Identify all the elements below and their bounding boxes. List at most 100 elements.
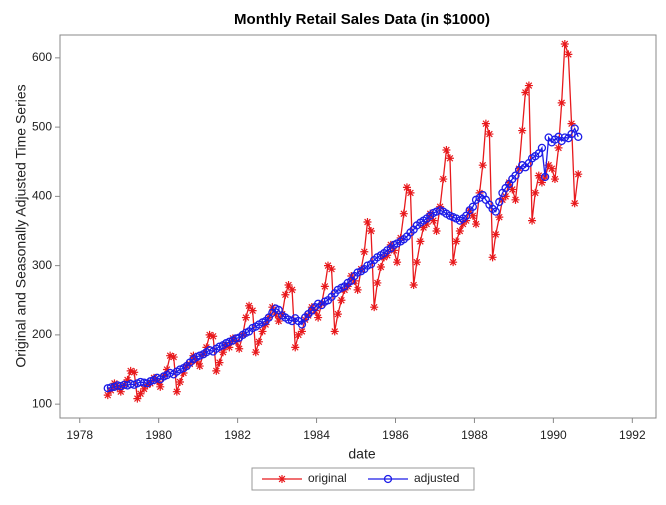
marker xyxy=(130,368,139,377)
marker xyxy=(521,88,530,97)
marker xyxy=(360,247,369,256)
marker xyxy=(373,278,382,287)
chart-title: Monthly Retail Sales Data (in $1000) xyxy=(234,11,490,28)
marker xyxy=(570,124,579,133)
marker xyxy=(205,330,214,339)
marker xyxy=(547,164,556,173)
x-tick-label: 1978 xyxy=(66,428,93,442)
x-axis-label: date xyxy=(348,446,375,462)
marker xyxy=(445,154,454,163)
marker xyxy=(554,143,563,152)
marker xyxy=(123,375,132,384)
marker xyxy=(288,285,297,294)
marker xyxy=(103,391,112,400)
marker xyxy=(495,197,504,207)
marker xyxy=(439,175,448,184)
marker xyxy=(491,207,500,216)
x-tick-label: 1992 xyxy=(619,428,646,442)
marker xyxy=(518,126,527,135)
marker xyxy=(537,178,546,187)
marker xyxy=(301,315,310,324)
marker xyxy=(468,211,477,220)
marker xyxy=(126,366,135,375)
marker xyxy=(140,384,149,393)
marker xyxy=(251,348,260,357)
marker xyxy=(314,313,323,322)
y-tick-label: 200 xyxy=(32,327,52,341)
marker xyxy=(297,327,306,336)
marker xyxy=(330,327,339,336)
marker xyxy=(241,313,250,322)
marker xyxy=(458,220,467,229)
marker xyxy=(245,301,254,310)
marker xyxy=(534,171,543,180)
plot-frame xyxy=(59,34,657,419)
marker xyxy=(524,81,533,90)
y-tick-label: 100 xyxy=(32,396,52,410)
marker xyxy=(557,98,566,107)
marker xyxy=(281,290,290,299)
marker xyxy=(574,132,583,141)
marker xyxy=(353,285,362,294)
marker xyxy=(274,317,283,326)
marker xyxy=(219,348,228,357)
marker xyxy=(156,382,165,391)
marker xyxy=(333,310,342,319)
marker xyxy=(505,178,514,187)
marker xyxy=(429,216,438,225)
marker xyxy=(472,220,481,229)
marker xyxy=(574,170,583,179)
marker xyxy=(297,320,307,329)
marker xyxy=(488,253,497,262)
marker xyxy=(175,377,184,386)
marker xyxy=(419,223,428,232)
marker xyxy=(442,145,451,154)
marker xyxy=(212,366,221,375)
marker xyxy=(254,337,263,346)
marker xyxy=(452,237,461,246)
marker xyxy=(567,119,576,128)
marker xyxy=(179,368,188,377)
marker xyxy=(515,164,524,173)
marker xyxy=(248,306,257,315)
marker xyxy=(172,387,181,396)
marker xyxy=(162,365,171,374)
marker xyxy=(136,389,145,398)
marker xyxy=(495,213,504,222)
marker xyxy=(564,50,573,59)
marker xyxy=(337,296,346,305)
marker xyxy=(116,387,125,396)
marker xyxy=(324,261,333,270)
y-tick-label: 300 xyxy=(32,258,52,272)
marker xyxy=(202,343,211,352)
marker xyxy=(399,209,408,218)
legend-marker xyxy=(278,475,286,483)
marker xyxy=(485,130,494,139)
legend-label: adjusted xyxy=(414,471,459,485)
marker xyxy=(235,344,244,353)
marker xyxy=(416,237,425,246)
marker xyxy=(209,332,218,341)
marker xyxy=(540,172,550,182)
marker xyxy=(544,161,553,170)
marker xyxy=(402,183,411,192)
x-tick-label: 1984 xyxy=(303,428,330,442)
marker xyxy=(560,40,569,49)
marker xyxy=(406,188,415,197)
marker xyxy=(294,330,303,339)
x-tick-label: 1986 xyxy=(382,428,409,442)
marker xyxy=(258,327,267,336)
y-tick-label: 500 xyxy=(32,119,52,133)
marker xyxy=(169,353,178,362)
marker xyxy=(320,282,329,291)
y-axis-label: Original and Seasonally Adjusted Time Se… xyxy=(13,84,29,367)
marker xyxy=(363,217,372,226)
marker xyxy=(225,343,234,352)
marker xyxy=(528,216,537,225)
legend-marker xyxy=(383,474,393,484)
marker xyxy=(412,258,421,267)
marker xyxy=(468,202,478,211)
y-tick-label: 600 xyxy=(32,50,52,64)
marker xyxy=(560,133,569,142)
